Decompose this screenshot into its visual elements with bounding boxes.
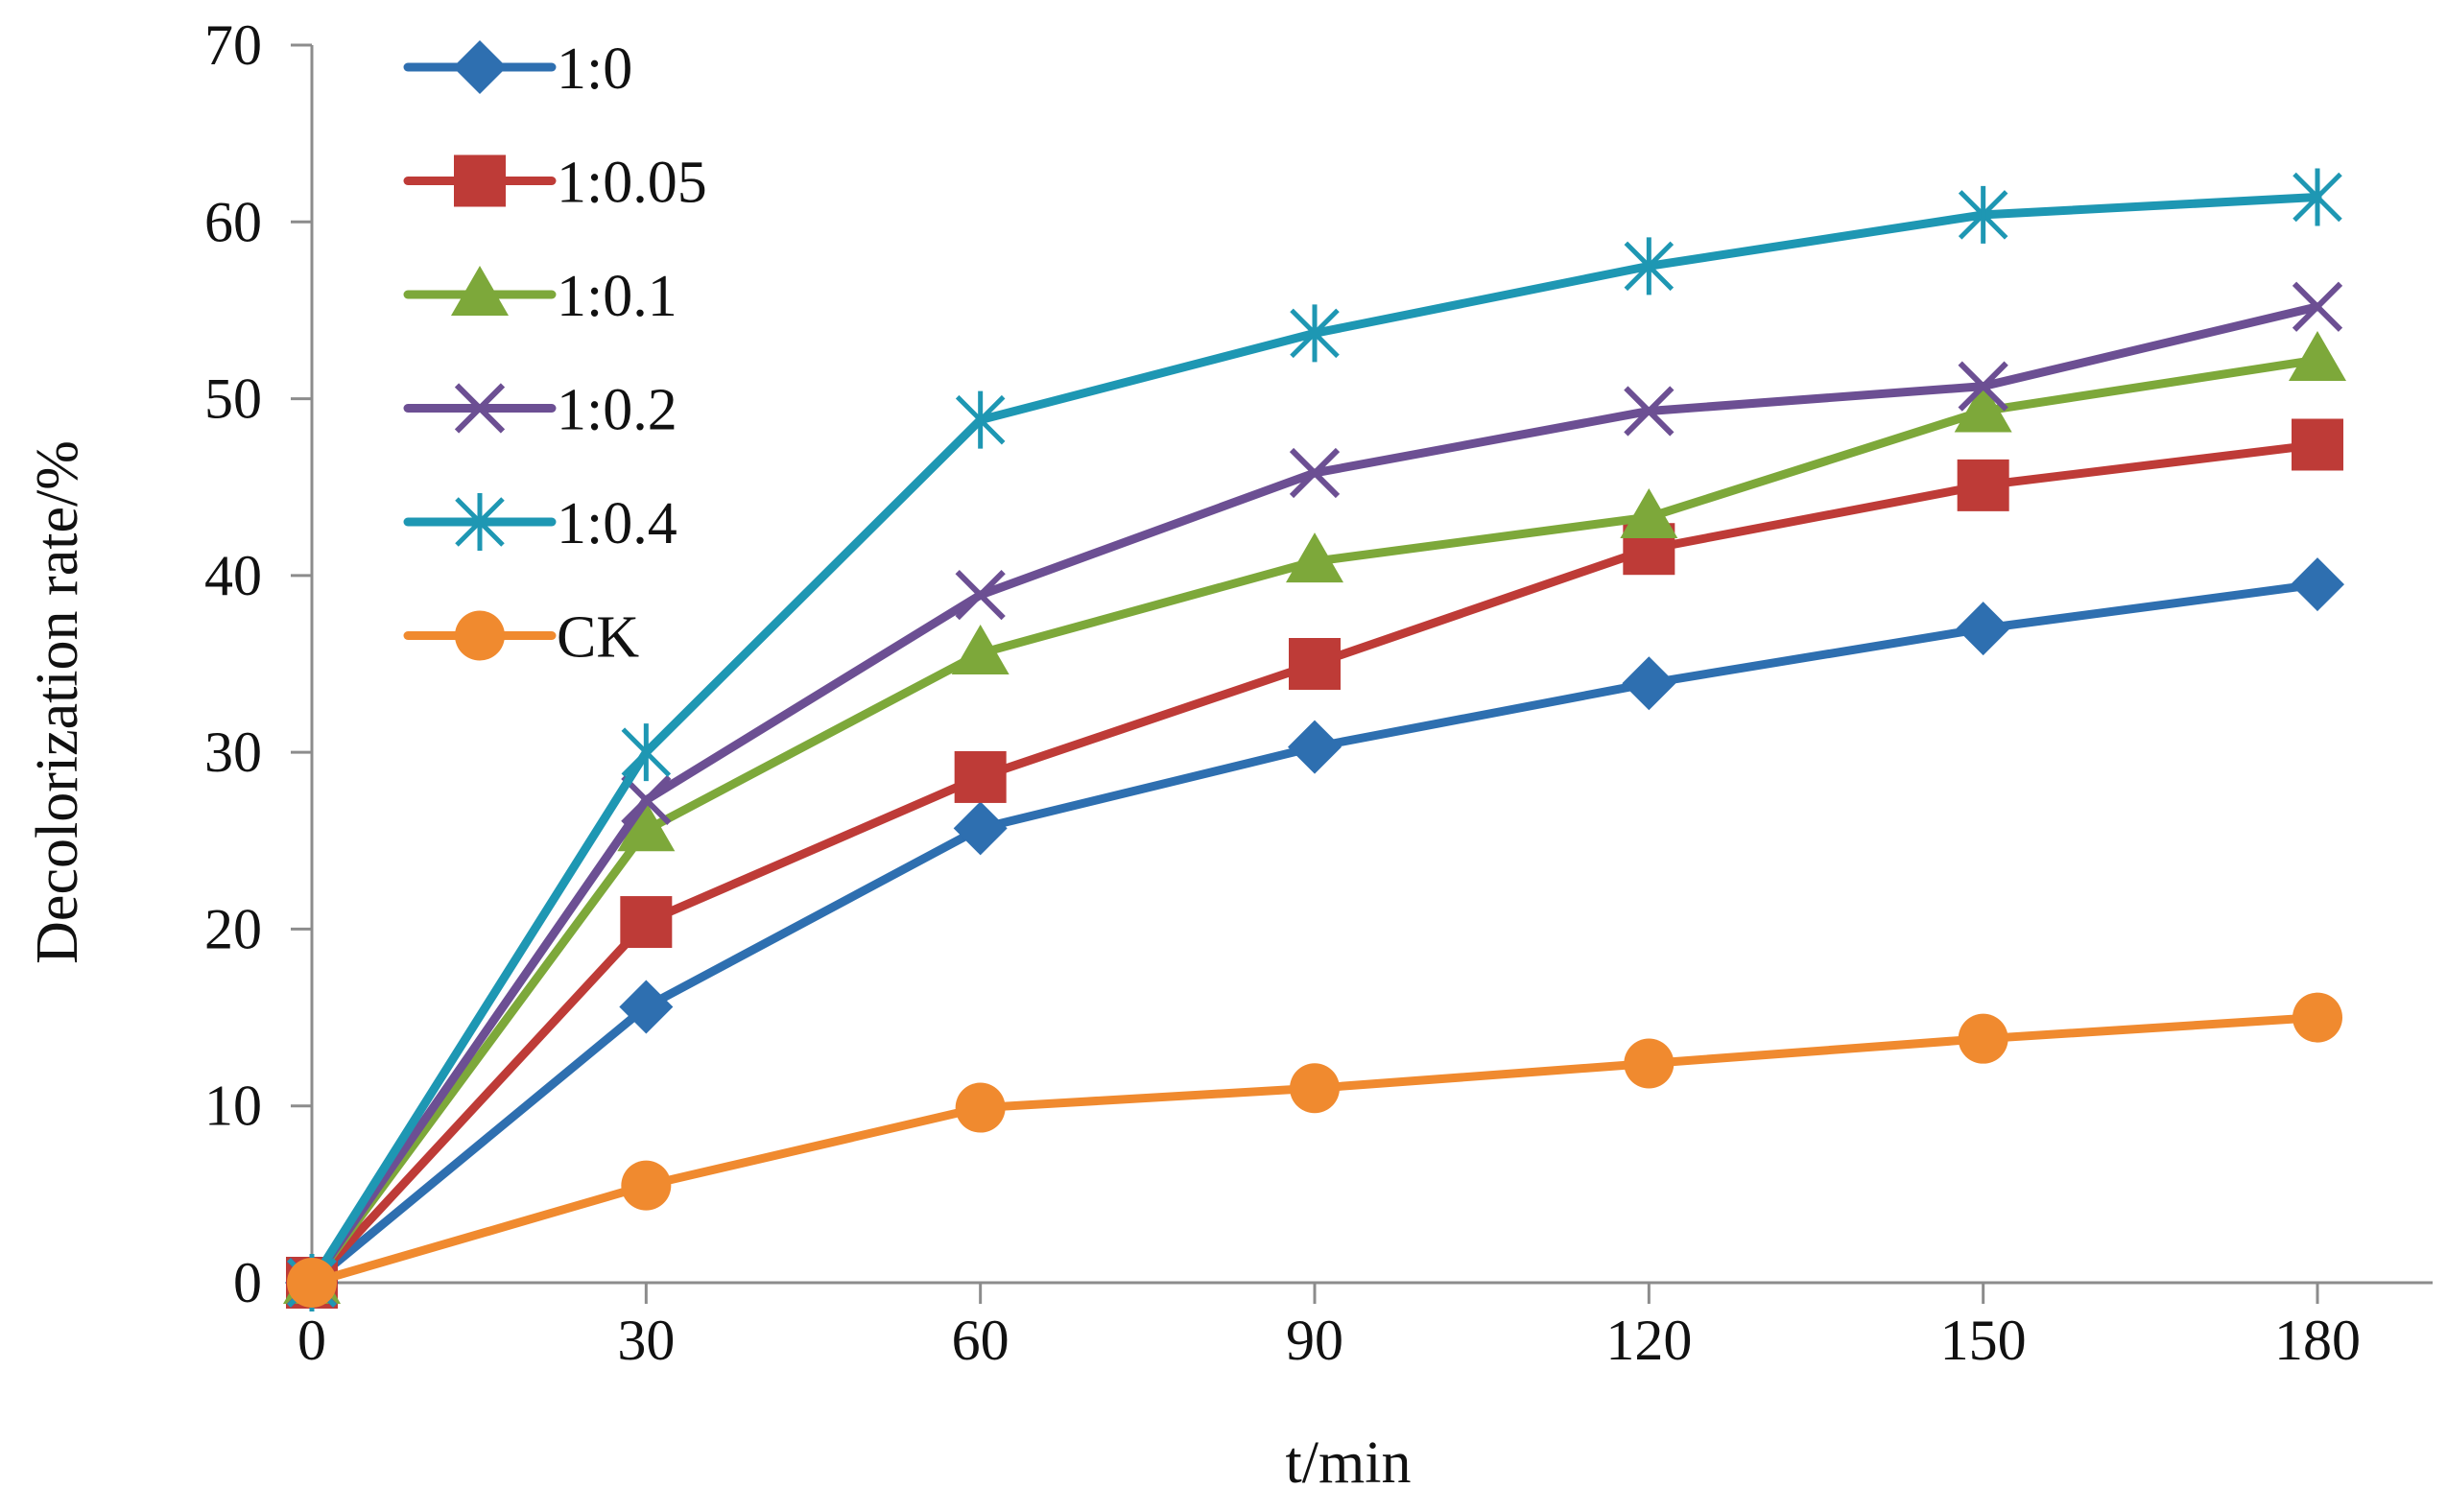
y-axis-title: Decolorization rate/% (25, 440, 90, 964)
data-point (1624, 386, 1675, 437)
legend-entry: 1:0.4 (403, 491, 677, 556)
legend-entry: 1:0 (403, 36, 632, 102)
y-tick-label: 60 (204, 190, 262, 253)
data-point (1620, 488, 1678, 539)
series-line (307, 302, 2322, 1288)
legend-marker (454, 383, 506, 434)
legend-label: 1:0 (557, 36, 632, 102)
data-point (2291, 557, 2344, 612)
data-point (1624, 1038, 1675, 1089)
data-point (1286, 532, 1343, 583)
data-point (2293, 992, 2342, 1043)
data-point (2292, 418, 2343, 471)
data-point (1958, 185, 2008, 244)
legend-entry: 1:0.05 (403, 151, 707, 216)
x-axis-title: t/min (1286, 1430, 1412, 1496)
data-point (1288, 720, 1342, 774)
data-point (951, 624, 1010, 674)
x-tick-label: 120 (1605, 1309, 1692, 1372)
y-tick-label: 0 (233, 1251, 262, 1314)
data-point (1290, 304, 1340, 363)
x-tick-label: 180 (2274, 1309, 2361, 1372)
data-point (617, 801, 676, 852)
data-point (621, 1160, 672, 1211)
data-point (955, 1082, 1006, 1133)
data-point (955, 570, 1006, 621)
y-tick-label: 70 (204, 13, 262, 77)
x-tick-label: 0 (297, 1309, 326, 1372)
data-point (953, 801, 1008, 856)
data-point (955, 390, 1006, 449)
legend-label: 1:0.2 (557, 378, 677, 443)
data-point (621, 723, 672, 782)
data-point (620, 896, 673, 949)
legend-marker (454, 154, 506, 207)
legend-label: 1:0.4 (557, 491, 677, 556)
y-tick-label: 20 (204, 897, 262, 960)
data-point (1957, 459, 2009, 511)
data-point (2293, 168, 2342, 226)
x-tick-label: 150 (1940, 1309, 2027, 1372)
data-point (619, 980, 674, 1034)
series-group (283, 168, 2346, 1311)
legend: 1:0 1:0.05 1:0.1 1:0.2 1:0.4 CK (403, 36, 707, 671)
legend-marker (455, 493, 505, 551)
data-point (1289, 638, 1341, 690)
legend-label: 1:0.05 (557, 151, 707, 216)
data-point (1622, 656, 1676, 711)
legend-entry: CK (403, 605, 639, 671)
legend-label: CK (557, 605, 639, 671)
data-point (1958, 361, 2008, 412)
legend-marker (453, 40, 507, 94)
data-point (1624, 237, 1675, 295)
y-tick-label: 30 (204, 721, 262, 784)
x-tick-label: 30 (617, 1309, 675, 1372)
data-point (2292, 281, 2343, 332)
data-point (2289, 331, 2346, 382)
x-tick-label: 60 (952, 1309, 1010, 1372)
legend-entry: 1:0.1 (403, 264, 677, 329)
axes: 0 10 20 30 40 50 60 70 0 30 60 90 120 150 180 (204, 13, 2433, 1372)
x-tick-label: 90 (1286, 1309, 1343, 1372)
y-tick-label: 10 (204, 1075, 262, 1138)
legend-marker (451, 266, 509, 316)
series-ck (287, 992, 2342, 1308)
data-point (1958, 1013, 2008, 1064)
data-point (1954, 382, 2012, 433)
series-line (307, 1013, 2322, 1288)
data-point (1956, 602, 2010, 656)
y-tick-label: 50 (204, 367, 262, 431)
legend-marker (455, 610, 505, 661)
data-point (1290, 1063, 1340, 1114)
data-point (954, 750, 1007, 803)
y-tick-label: 40 (204, 544, 262, 607)
data-point (287, 1258, 337, 1308)
legend-label: 1:0.1 (557, 264, 677, 329)
data-point (1289, 447, 1341, 499)
legend-entry: 1:0.2 (403, 378, 677, 443)
